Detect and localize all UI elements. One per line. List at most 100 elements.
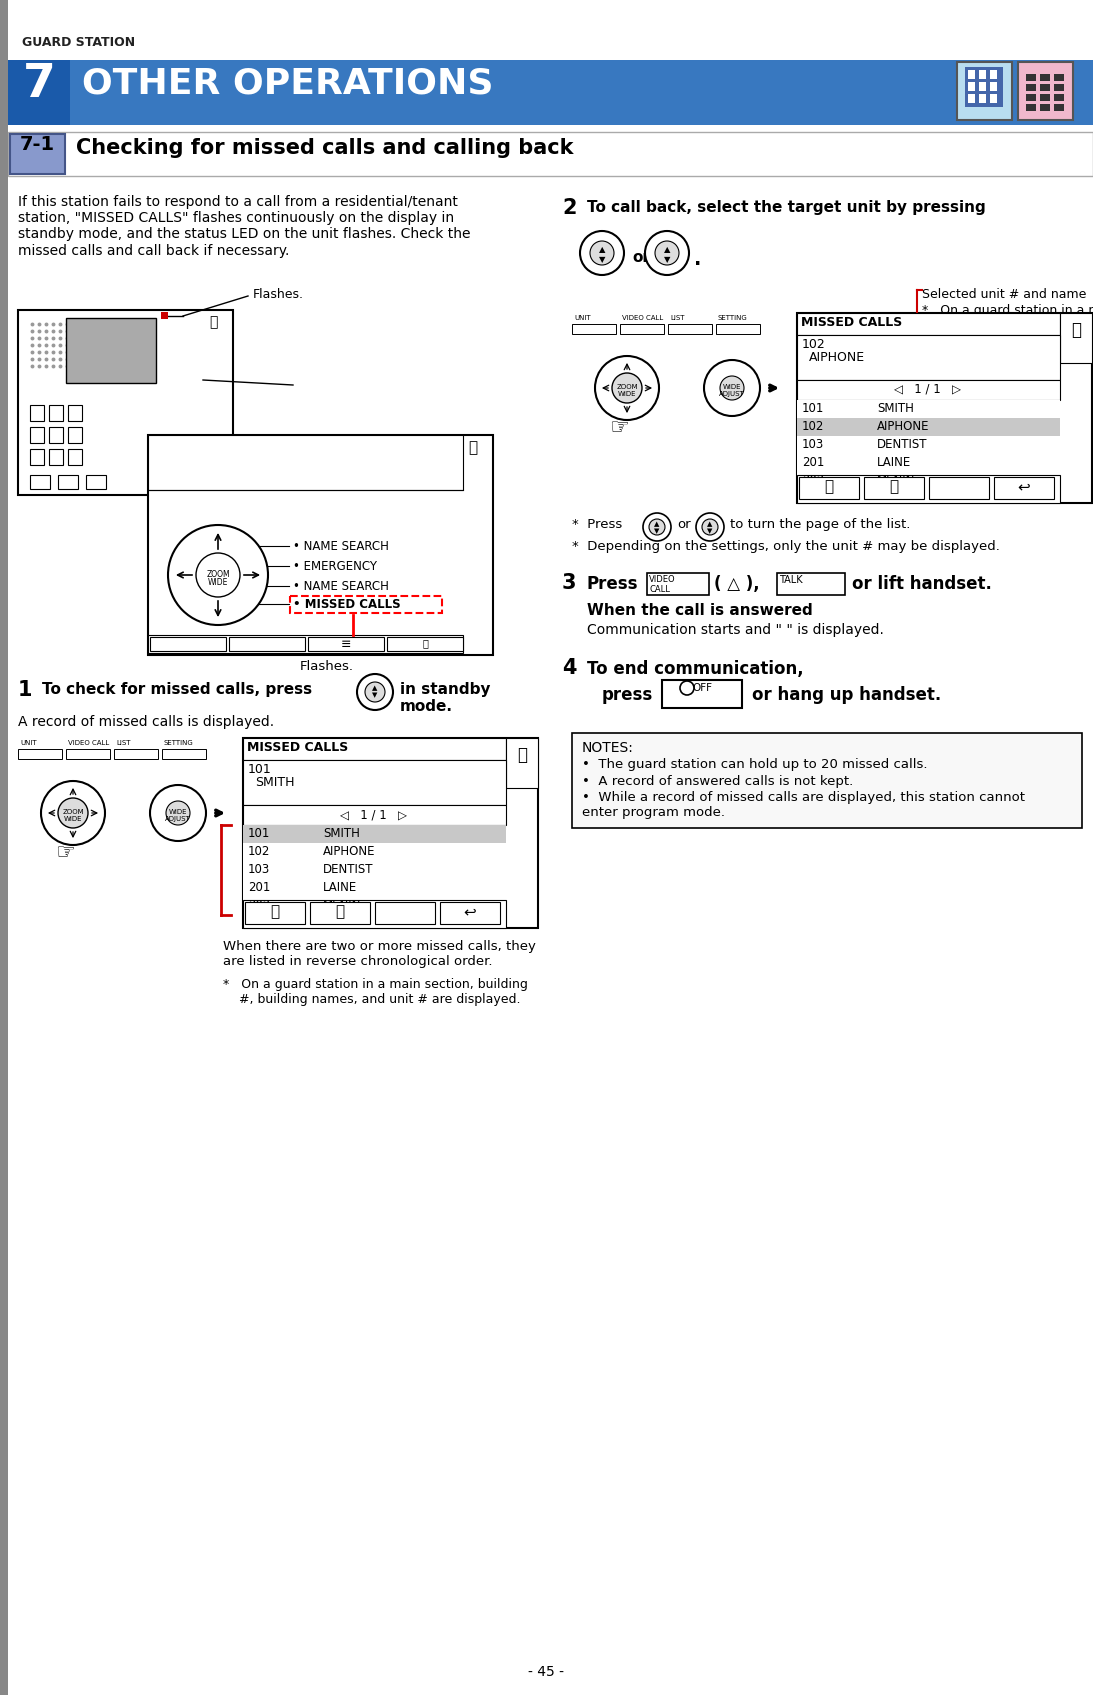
Text: VIDEO
CALL: VIDEO CALL [649,575,675,595]
Text: AIPHONE: AIPHONE [877,420,929,432]
Text: LAINE: LAINE [324,881,357,893]
Text: 🔔: 🔔 [517,746,527,764]
Circle shape [680,681,694,695]
Bar [290,597,442,614]
Text: ◁   1 / 1   ▷: ◁ 1 / 1 ▷ [894,383,962,397]
Text: or: or [632,249,650,264]
Bar [1060,314,1092,363]
Text: 202: 202 [248,898,270,912]
Bar [799,476,859,498]
Bar [1041,93,1050,102]
Text: 102: 102 [248,846,270,858]
Text: ZOOM: ZOOM [62,809,84,815]
Bar [965,68,1003,107]
Text: 🔔: 🔔 [890,480,898,495]
Circle shape [42,781,105,846]
Text: ≡: ≡ [341,637,351,651]
Bar [243,737,538,927]
Text: ADJUST: ADJUST [165,815,191,822]
Circle shape [58,798,89,827]
Text: 4: 4 [562,658,576,678]
Text: MISSED CALLS: MISSED CALLS [247,741,349,754]
Text: SETTING: SETTING [164,741,193,746]
Circle shape [643,514,671,541]
Circle shape [357,675,393,710]
Text: To end communication,: To end communication, [587,659,803,678]
Text: OFF: OFF [692,683,712,693]
Bar [979,81,986,92]
Text: WIDE: WIDE [618,392,636,397]
Text: *   On a guard station in a main section, the
    building #, building name, and: * On a guard station in a main section, … [922,303,1093,347]
Bar [150,637,226,651]
Bar [245,902,305,924]
Text: ▲
▼: ▲ ▼ [373,685,378,698]
Bar [66,319,156,383]
Bar [161,312,168,319]
Bar [0,0,8,1695]
Text: LIST: LIST [670,315,684,320]
Circle shape [655,241,679,264]
Bar [716,324,760,334]
Bar [387,637,463,651]
Text: • NAME SEARCH: • NAME SEARCH [293,541,389,553]
Bar [1054,93,1063,102]
Text: ▲
▼: ▲ ▼ [655,520,660,534]
Bar [148,436,493,654]
Text: DENTIST: DENTIST [324,863,374,876]
Text: 2: 2 [562,198,576,219]
Circle shape [150,785,205,841]
Text: Flashes.: Flashes. [299,659,354,673]
Text: to turn the page of the list.: to turn the page of the list. [730,519,910,531]
Text: DENTIST: DENTIST [877,437,928,451]
Bar [49,427,63,442]
Bar [17,749,62,759]
Bar [572,324,616,334]
Text: •  While a record of missed calls are displayed, this station cannot
enter progr: • While a record of missed calls are dis… [581,792,1025,819]
Text: *  Press: * Press [572,519,622,531]
Text: ◁   1 / 1   ▷: ◁ 1 / 1 ▷ [341,809,408,820]
Bar [8,59,70,125]
Text: 101: 101 [802,402,824,415]
Text: • EMERGENCY: • EMERGENCY [293,559,377,573]
Bar [30,475,50,488]
Text: 103: 103 [802,437,824,451]
Text: Communication starts and " " is displayed.: Communication starts and " " is displaye… [587,624,884,637]
Text: 🔔: 🔔 [1071,320,1081,339]
Text: - 45 -: - 45 - [528,1664,564,1680]
Bar [8,59,1093,125]
Bar [668,324,712,334]
Text: MENIN: MENIN [324,898,362,912]
Text: Selected unit # and name: Selected unit # and name [922,288,1086,302]
Circle shape [612,373,642,403]
Bar [148,636,463,653]
Bar [308,637,384,651]
Bar [8,0,1093,58]
Text: UNIT: UNIT [574,315,590,320]
Bar [49,405,63,420]
Bar [797,336,1060,380]
Text: Press: Press [587,575,638,593]
Text: 1: 1 [17,680,33,700]
Bar [968,93,975,103]
Bar [1026,103,1036,110]
Bar [68,449,82,464]
Text: 3: 3 [562,573,576,593]
Text: 👤: 👤 [209,315,218,329]
Bar [1041,103,1050,110]
Text: 🗑: 🗑 [270,905,280,919]
Bar [662,680,742,709]
Bar [797,436,1060,454]
Text: To check for missed calls, press: To check for missed calls, press [42,681,313,697]
Text: Checking for missed calls and calling back: Checking for missed calls and calling ba… [77,137,574,158]
Text: MISSED CALLS: MISSED CALLS [801,315,902,329]
Bar [647,573,709,595]
Text: SMITH: SMITH [324,827,360,841]
Circle shape [365,681,385,702]
Bar [1026,75,1036,81]
Bar [797,380,1060,400]
Bar [243,897,506,915]
Text: 101: 101 [248,827,270,841]
Text: 👤: 👤 [469,441,478,454]
Bar [162,749,205,759]
Text: 202: 202 [802,475,824,486]
